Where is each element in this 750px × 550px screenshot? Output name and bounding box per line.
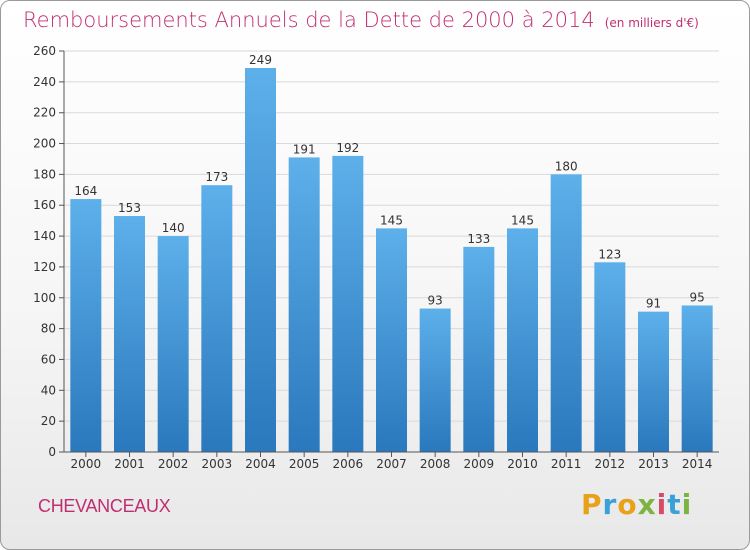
- logo-letter: r: [602, 488, 618, 521]
- x-tick-label: 2001: [114, 457, 145, 471]
- data-label: 180: [555, 159, 578, 173]
- logo-letter: o: [617, 488, 638, 521]
- y-tick-label: 120: [33, 260, 56, 274]
- y-tick-label: 260: [33, 44, 56, 58]
- data-label: 95: [690, 290, 705, 304]
- data-label: 91: [646, 297, 661, 311]
- y-tick-label: 160: [33, 198, 56, 212]
- y-tick-label: 200: [33, 137, 56, 151]
- bar: [332, 155, 364, 452]
- bars: [70, 67, 713, 452]
- data-label: 153: [118, 201, 141, 215]
- chart-title: Remboursements Annuels de la Dette de 20…: [23, 8, 699, 32]
- proxiti-logo: Proxiti: [581, 488, 692, 521]
- data-label: 145: [511, 213, 534, 227]
- logo-letter: x: [637, 488, 657, 521]
- data-label: 249: [249, 53, 272, 67]
- x-tick-label: 2006: [333, 457, 364, 471]
- bar: [114, 216, 145, 452]
- bar: [288, 157, 320, 452]
- y-tick-label: 180: [33, 167, 56, 181]
- bar: [594, 262, 626, 452]
- bar: [419, 308, 451, 452]
- data-label: 145: [380, 213, 403, 227]
- data-label: 192: [336, 141, 359, 155]
- x-tick-label: 2013: [638, 457, 669, 471]
- x-tick-label: 2000: [71, 457, 102, 471]
- y-tick-label: 220: [33, 106, 56, 120]
- data-label: 164: [74, 184, 97, 198]
- x-tick-label: 2004: [245, 457, 276, 471]
- logo-letter: t: [667, 488, 682, 521]
- y-tick-label: 80: [41, 322, 56, 336]
- x-tick-label: 2007: [376, 457, 407, 471]
- bar: [463, 246, 495, 452]
- commune-name: CHEVANCEAUX: [38, 496, 171, 516]
- axes: 0 20 40 60 80 100 120 140 160 180 200 220 240 260 2000…: [33, 44, 719, 471]
- bar: [507, 228, 538, 452]
- bar: [681, 305, 713, 452]
- data-label: 133: [467, 232, 490, 246]
- y-tick-label: 60: [41, 352, 56, 366]
- data-label: 140: [162, 221, 185, 235]
- logo-letter: i: [681, 488, 693, 521]
- x-tick-label: 2012: [595, 457, 626, 471]
- bar: [245, 67, 276, 452]
- x-tick-label: 2005: [289, 457, 320, 471]
- bar: [70, 199, 102, 452]
- x-tick-label: 2009: [464, 457, 495, 471]
- data-label: 173: [205, 170, 228, 184]
- bar: [638, 311, 669, 452]
- bar: [550, 174, 582, 452]
- data-label: 93: [428, 294, 443, 308]
- data-label: 123: [598, 247, 621, 261]
- y-tick-label: 140: [33, 229, 56, 243]
- bar: [376, 228, 407, 452]
- y-tick-label: 20: [41, 414, 56, 428]
- y-tick-label: 100: [33, 291, 56, 305]
- logo-letter: P: [581, 488, 603, 521]
- x-tick-label: 2008: [420, 457, 451, 471]
- x-tick-label: 2003: [202, 457, 233, 471]
- x-tick-label: 2014: [682, 457, 713, 471]
- x-tick-label: 2011: [551, 457, 582, 471]
- x-tick-label: 2002: [158, 457, 189, 471]
- x-tick-label: 2010: [507, 457, 538, 471]
- chart-title-main: Remboursements Annuels de la Dette de 20…: [23, 8, 595, 32]
- bar: [157, 236, 189, 452]
- bar: [201, 185, 233, 452]
- data-label: 191: [293, 142, 316, 156]
- y-tick-label: 0: [48, 445, 56, 459]
- labels: 164 153 140 173 249 191 192 145 93 133 145 180 123 91…: [74, 53, 704, 311]
- chart-unit-label: (en milliers d'€): [604, 16, 699, 30]
- logo-letter: i: [656, 488, 668, 521]
- y-tick-label: 240: [33, 75, 56, 89]
- y-tick-label: 40: [41, 383, 56, 397]
